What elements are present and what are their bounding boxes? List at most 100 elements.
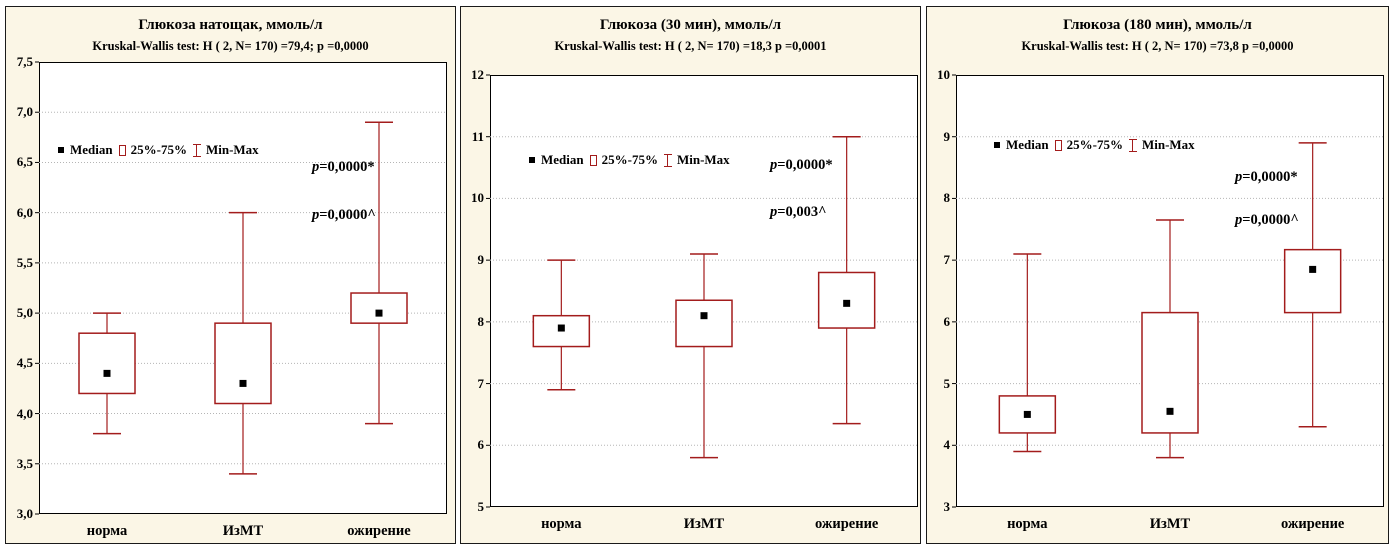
- box-2: [214, 211, 272, 475]
- legend-label: Min-Max: [1141, 137, 1195, 152]
- legend-box-marker: [1054, 139, 1062, 151]
- y-tick-label: 3,0: [16, 506, 33, 521]
- y-tick-label: 9: [943, 128, 951, 144]
- legend-whisker-marker: [192, 143, 201, 157]
- legend-whisker-marker: [663, 153, 672, 167]
- p-value-annotation: p=0,003^: [770, 204, 827, 221]
- legend-median-marker: [994, 142, 1000, 148]
- chart-title: Глюкоза натощак, ммоль/л: [138, 17, 323, 33]
- p-value-text: =0,0000*: [777, 157, 833, 173]
- y-tick-label: 9: [477, 252, 485, 268]
- x-tick-label: ИзМТ: [683, 516, 725, 532]
- y-tick-label: 7: [943, 252, 951, 268]
- iqr-box: [78, 332, 136, 395]
- p-value-annotation: p=0,0000*: [312, 159, 375, 176]
- legend: Median 25%-75% Min-Max: [994, 137, 1195, 153]
- legend-label: 25%-75%: [1066, 137, 1123, 152]
- legend: Median 25%-75% Min-Max: [529, 152, 730, 168]
- median-marker: [557, 324, 565, 332]
- p-value-annotation: p=0,0000*: [1235, 169, 1298, 186]
- y-tick-label: 4: [943, 437, 951, 453]
- iqr-box: [675, 299, 733, 348]
- p-symbol: p: [312, 207, 320, 223]
- median-marker: [1309, 265, 1317, 273]
- chart-panel-2: Глюкоза (30 мин), ммоль/л Kruskal-Wallis …: [460, 6, 921, 544]
- box-2: [675, 253, 733, 459]
- x-tick-label: норма: [86, 523, 128, 539]
- legend-box-marker: [589, 154, 597, 166]
- median-marker: [1166, 407, 1174, 415]
- box-1: [78, 312, 136, 435]
- legend-whisker-marker: [1128, 138, 1137, 152]
- chart-svg: [35, 61, 447, 515]
- y-tick-label: 12: [471, 67, 484, 82]
- x-tick-label: ИзМТ: [1149, 516, 1191, 532]
- p-value-text: =0,0000^: [319, 207, 376, 223]
- chart-panel-1: Глюкоза натощак, ммоль/л Kruskal-Wallis t…: [5, 6, 456, 544]
- y-tick-label: 4,0: [16, 405, 33, 421]
- y-tick-label: 5: [477, 499, 485, 514]
- legend-label: Median: [541, 152, 584, 167]
- median-marker: [700, 312, 708, 320]
- box-1: [532, 259, 591, 391]
- y-tick-label: 6: [477, 437, 485, 453]
- y-tick-label: 8: [477, 313, 485, 329]
- p-symbol: p: [312, 159, 320, 175]
- y-tick-label: 10: [937, 67, 950, 82]
- y-tick-label: 6,0: [16, 204, 33, 220]
- p-value-annotation: p=0,0000*: [770, 157, 833, 174]
- x-tick-label: норма: [1007, 516, 1048, 532]
- x-tick-label: ожирение: [1280, 516, 1345, 532]
- y-tick-label: 8: [943, 190, 951, 206]
- iqr-box: [214, 322, 272, 405]
- y-tick-label: 7,0: [16, 104, 33, 120]
- chart-panel-3: Глюкоза (180 мин), ммоль/л Kruskal-Wallis…: [926, 6, 1389, 544]
- legend-label: Median: [1006, 137, 1049, 152]
- p-value-text: =0,0000*: [1242, 169, 1298, 185]
- y-tick-label: 5,5: [16, 254, 33, 270]
- chart-title: Глюкоза (180 мин), ммоль/л: [1063, 17, 1252, 33]
- chart-subtitle: Kruskal-Wallis test: H ( 2, N= 170) =18,…: [554, 39, 827, 53]
- y-tick-label: 3: [943, 499, 951, 514]
- p-symbol: p: [1235, 212, 1243, 228]
- y-tick-label: 6: [943, 313, 951, 329]
- legend-label: Min-Max: [205, 142, 259, 157]
- legend-label: 25%-75%: [130, 142, 187, 157]
- y-tick-label: 7: [477, 375, 485, 391]
- iqr-box: [350, 292, 408, 324]
- x-tick-label: ожирение: [347, 523, 411, 539]
- x-tick-label: норма: [541, 516, 582, 532]
- p-value-annotation: p=0,0000^: [312, 207, 376, 224]
- chart-svg: [952, 74, 1384, 508]
- x-tick-label: ожирение: [814, 516, 879, 532]
- legend-label: 25%-75%: [601, 152, 658, 167]
- chart-title: Глюкоза (30 мин), ммоль/л: [599, 17, 782, 33]
- p-symbol: p: [770, 157, 778, 173]
- y-tick-label: 5,0: [16, 305, 33, 321]
- median-marker: [1023, 410, 1031, 418]
- y-tick-label: 11: [471, 128, 484, 144]
- chart-subtitle: Kruskal-Wallis test: H ( 2, N= 170) =73,…: [1021, 39, 1294, 53]
- p-value-text: =0,0000^: [1242, 212, 1299, 228]
- box-2: [1141, 219, 1199, 459]
- legend-median-marker: [529, 157, 535, 163]
- p-symbol: p: [1235, 169, 1243, 185]
- p-value-annotation: p=0,0000^: [1235, 212, 1299, 229]
- median-marker: [103, 369, 111, 377]
- box-3: [350, 121, 408, 425]
- y-tick-label: 5: [943, 375, 951, 391]
- legend-box-marker: [118, 144, 126, 156]
- box-3: [817, 135, 876, 425]
- iqr-box: [1141, 311, 1199, 434]
- chart-svg: [486, 74, 918, 508]
- legend-label: Median: [70, 142, 113, 157]
- y-tick-label: 10: [471, 190, 484, 206]
- chart-subtitle: Kruskal-Wallis test: H ( 2, N= 170) =79,…: [92, 39, 369, 53]
- y-tick-label: 6,5: [16, 154, 33, 170]
- box-1: [998, 253, 1057, 453]
- p-value-text: =0,003^: [777, 204, 827, 220]
- p-symbol: p: [770, 204, 778, 220]
- legend: Median 25%-75% Min-Max: [58, 142, 259, 158]
- y-tick-label: 7,5: [16, 54, 33, 69]
- iqr-box: [1283, 248, 1342, 314]
